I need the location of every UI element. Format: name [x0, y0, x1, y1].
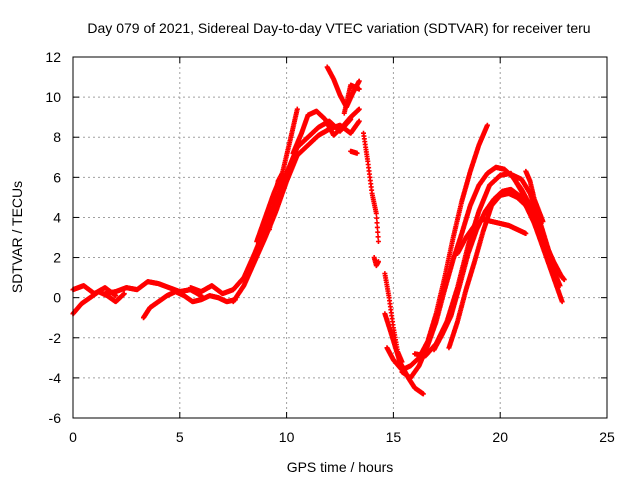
y-tick-label: 10 [45, 89, 61, 105]
y-tick-label: 0 [53, 290, 61, 306]
data-point-marker [279, 170, 285, 176]
x-tick-label: 0 [69, 429, 77, 445]
data-point-marker [354, 150, 360, 156]
data-point-marker [356, 86, 362, 92]
data-point-marker [356, 106, 362, 112]
series-arc-17 [384, 122, 490, 373]
data-point-marker [375, 229, 381, 235]
series-arc-3 [102, 279, 204, 299]
series-arc-6 [230, 118, 362, 305]
data-point-marker [374, 224, 380, 230]
data-point-marker [484, 122, 490, 128]
x-tick-label: 5 [176, 429, 184, 445]
x-axis-label: GPS time / hours [287, 459, 394, 475]
y-tick-label: 2 [53, 250, 61, 266]
x-tick-label: 20 [492, 429, 508, 445]
series-arc-7 [254, 106, 300, 245]
y-tick-label: 6 [53, 169, 61, 185]
y-axis-label: SDTVAR / TECUs [9, 181, 25, 293]
y-tick-label: 4 [53, 209, 61, 225]
data-point-marker [373, 210, 379, 216]
y-tick-label: 12 [45, 49, 61, 65]
series-arc-13 [360, 130, 381, 245]
data-points [70, 64, 567, 397]
series-arc-8 [267, 170, 285, 232]
axis-ticks: 0 5 10 15 20 25 -6 -4 -2 0 2 4 6 8 10 12 [45, 49, 615, 445]
data-point-marker [356, 78, 362, 84]
data-point-marker [356, 118, 362, 124]
series-arc-2 [70, 289, 127, 317]
series-arc-14 [371, 255, 381, 269]
series-arc-4 [140, 289, 238, 321]
y-tick-label: -4 [49, 370, 62, 386]
data-point-marker [374, 220, 380, 226]
plot-frame [72, 56, 608, 419]
data-point-marker [294, 106, 300, 112]
data-point-marker [420, 391, 426, 397]
series-arc-9 [290, 106, 362, 156]
grid-lines [73, 57, 607, 418]
chart-title: Day 079 of 2021, Sidereal Day-to-day VTE… [87, 20, 590, 36]
data-point-marker [121, 291, 127, 297]
x-tick-label: 10 [279, 429, 295, 445]
series-arc-11 [341, 82, 362, 116]
y-tick-label: -2 [49, 330, 62, 346]
data-point-marker [375, 234, 381, 240]
data-point-marker [375, 239, 381, 245]
x-tick-label: 15 [386, 429, 402, 445]
data-point-marker [375, 259, 381, 265]
data-point-marker [374, 215, 380, 221]
y-tick-label: -6 [49, 410, 62, 426]
x-tick-label: 25 [599, 429, 615, 445]
series-arc-12 [348, 148, 360, 156]
y-tick-label: 8 [53, 129, 61, 145]
